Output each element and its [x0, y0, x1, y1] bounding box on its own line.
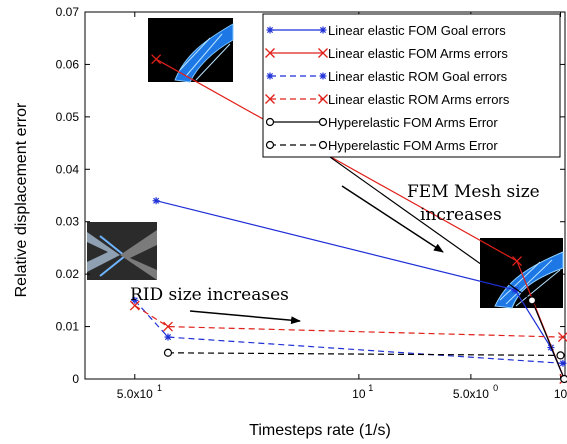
legend-item: Hyperelastic FOM Arms Error	[265, 115, 498, 130]
y-tick-label: 0	[72, 372, 79, 386]
series-4	[129, 300, 567, 343]
star-marker	[319, 26, 327, 34]
y-tick-label: 0.06	[56, 57, 80, 71]
x-tick-label-exponent: 1	[157, 383, 162, 393]
series-line	[134, 305, 563, 338]
circle-marker	[556, 351, 565, 360]
legend-item: Linear elastic FOM Goal errors	[266, 23, 506, 38]
circle-marker	[265, 117, 275, 127]
x-tick-label-exponent: 1	[368, 383, 373, 393]
star-marker	[266, 72, 274, 80]
legend-item: Hyperelastic FOM Arms Error	[265, 138, 498, 153]
x-tick-label-exponent: 0	[493, 383, 498, 393]
legend-box	[262, 13, 561, 158]
cross-marker	[265, 94, 275, 104]
cross-marker	[512, 256, 522, 266]
inset-mesh-image-left	[87, 222, 157, 280]
star-marker	[559, 360, 566, 367]
circle-marker	[318, 140, 328, 150]
cross-marker	[151, 54, 162, 65]
star-marker	[266, 26, 274, 34]
series-6	[163, 348, 565, 360]
star-marker	[319, 72, 327, 80]
x-tick-label: 10	[554, 387, 567, 401]
inset-mesh-image-top	[148, 18, 234, 83]
y-tick-label: 0.02	[56, 267, 80, 281]
legend-label: Hyperelastic FOM Arms Error	[328, 115, 498, 130]
circle-marker	[527, 296, 537, 305]
cross-marker	[318, 48, 328, 58]
x-axis-label: Timesteps rate (1/s)	[249, 422, 391, 439]
arrow-fem-mesh	[341, 185, 444, 253]
legend-item: Linear elastic ROM Arms errors	[265, 92, 510, 107]
x-tick-label: 5.0x10	[453, 387, 489, 401]
legend: Linear elastic FOM Goal errors Linear ela…	[262, 13, 561, 158]
legend-label: Linear elastic ROM Goal errors	[328, 69, 508, 84]
circle-marker	[560, 374, 567, 384]
cross-marker	[318, 94, 328, 104]
circle-marker	[318, 117, 328, 127]
star-marker	[131, 297, 138, 304]
cross-marker	[129, 300, 140, 311]
legend-label: Linear elastic FOM Arms errors	[328, 46, 508, 61]
legend-label: Linear elastic ROM Arms errors	[328, 92, 510, 107]
cross-marker	[163, 321, 173, 332]
legend-label: Hyperelastic FOM Arms Error	[328, 138, 498, 153]
x-tick-label: 5.0x10	[117, 387, 153, 401]
y-axis-label: Relative displacement error	[13, 102, 30, 297]
annotation-increases: increases	[420, 205, 502, 225]
plot-area	[84, 11, 566, 380]
y-tick-label: 0.05	[56, 110, 80, 124]
y-tick-label: 0.04	[56, 162, 80, 176]
y-tick-label: 0.03	[56, 215, 80, 229]
star-marker	[153, 197, 160, 204]
star-marker	[164, 334, 172, 341]
y-tick-label: 0.07	[56, 5, 80, 19]
cross-marker	[265, 48, 275, 58]
series-line	[167, 352, 561, 356]
x-tick-label: 10	[352, 387, 366, 401]
star-marker	[511, 286, 519, 293]
y-axis: 0 0.01 0.02 0.03 0.04 0.05 0.06 0.07	[56, 5, 565, 386]
circle-marker	[163, 348, 173, 357]
circle-marker	[265, 140, 275, 150]
legend-item: Linear elastic FOM Arms errors	[265, 46, 508, 61]
annotation-rid-size: RID size increases	[130, 285, 289, 305]
annotation-fem-mesh-size: FEM Mesh size	[407, 182, 540, 202]
y-tick-label: 0.01	[56, 320, 80, 334]
cross-marker	[557, 332, 567, 343]
legend-item: Linear elastic ROM Goal errors	[266, 69, 508, 84]
arrow-rid-size	[189, 310, 301, 325]
legend-label: Linear elastic FOM Goal errors	[328, 23, 506, 38]
